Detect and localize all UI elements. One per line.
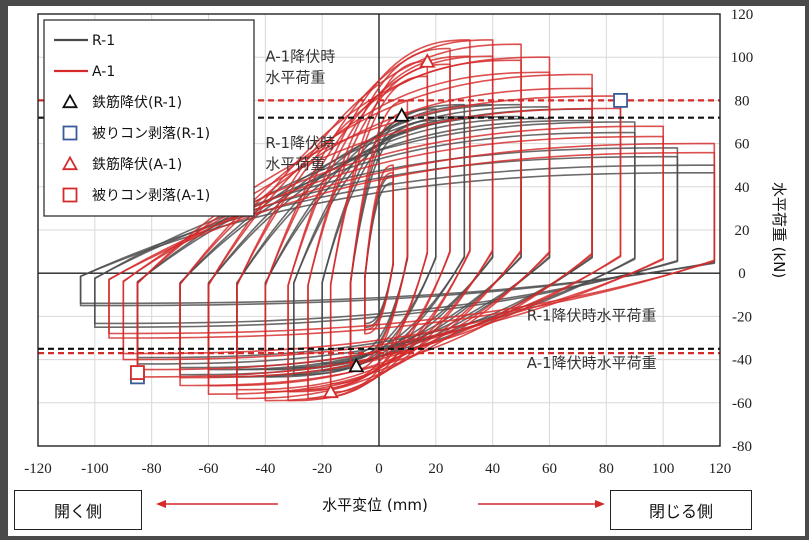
cover-spalling-marker <box>62 125 78 141</box>
rebar-yield-marker <box>61 155 79 171</box>
legend-box <box>43 19 255 217</box>
legend-label: 鉄筋降伏(R-1) <box>92 94 182 111</box>
ref-line-annotation: A-1降伏時 <box>265 48 335 66</box>
x-tick-label: 100 <box>652 461 675 477</box>
hysteresis-chart: A-1降伏時水平荷重R-1降伏時水平荷重R-1降伏時水平荷重A-1降伏時水平荷重… <box>24 7 788 514</box>
x-tick-label: -60 <box>199 461 219 477</box>
y-tick-label: 0 <box>738 266 746 282</box>
y-tick-label: 100 <box>731 50 754 66</box>
close-side-label: 閉じる側 <box>610 490 752 530</box>
y-tick-label: -40 <box>732 353 752 369</box>
hysteresis-loop <box>108 151 716 335</box>
figure-panel: A-1降伏時 水平荷重 R-1降伏時 水平荷重 R-1降伏時水平荷重 A-1降伏時水平荷重… <box>8 6 805 536</box>
legend-label: 被りコン剥落(R-1) <box>92 126 210 142</box>
ref-line-annotation: R-1降伏時 <box>265 134 335 152</box>
hysteresis-loop <box>136 107 622 371</box>
markers <box>130 53 628 399</box>
cover-spalling-marker <box>130 365 145 380</box>
legend-label: 被りコン剥落(A-1) <box>92 188 210 204</box>
x-tick-label: 20 <box>428 461 443 477</box>
x-tick-label: 80 <box>599 461 614 477</box>
plot-frame <box>37 13 721 447</box>
rebar-yield-marker <box>348 357 365 373</box>
x-tick-label: -40 <box>255 461 275 477</box>
hysteresis-loop <box>264 55 494 393</box>
x-tick-label: 60 <box>542 461 557 477</box>
open-side-label: 開く側 <box>14 490 142 530</box>
hysteresis-loop <box>287 55 471 393</box>
ref-line-annotation: 水平荷重 <box>265 69 325 87</box>
rebar-yield-marker <box>393 107 410 122</box>
hysteresis-loop <box>364 172 394 331</box>
y-tick-label: 80 <box>735 93 750 109</box>
x-tick-label: -80 <box>142 461 162 477</box>
y-tick-label: -20 <box>732 309 752 325</box>
x-tick-label: -20 <box>312 461 332 477</box>
legend-label: R-1 <box>92 33 115 49</box>
ref-line-annotation: 水平荷重 <box>265 155 325 173</box>
hysteresis-loop <box>179 87 593 379</box>
x-axis-label: 水平変位 (mm) <box>322 496 428 514</box>
y-tick-label: 60 <box>735 137 750 153</box>
x-tick-label: 40 <box>485 461 500 477</box>
hysteresis-loop <box>94 155 679 325</box>
y-tick-label: -60 <box>732 396 752 412</box>
y-tick-label: 120 <box>731 7 754 23</box>
ref-line-annotation: R-1降伏時水平荷重 <box>527 307 657 325</box>
legend: R-1 A-1 鉄筋降伏(R-1) 被りコン剥落(R-1) 鉄筋降伏(A-1) 被りコン剥… <box>43 19 255 217</box>
y-tick-label: 20 <box>735 223 750 239</box>
x-tick-label: -100 <box>81 461 109 477</box>
rebar-yield-marker <box>61 93 79 109</box>
legend-label: A-1 <box>92 64 115 80</box>
cover-spalling-marker <box>613 93 628 108</box>
cover-spalling-marker <box>62 187 78 203</box>
rebar-yield-marker <box>419 53 436 68</box>
x-tick-label: 120 <box>709 461 732 477</box>
x-tick-label: -120 <box>24 461 52 477</box>
hysteresis-loop <box>207 71 551 387</box>
rebar-yield-marker <box>322 383 339 399</box>
arrow-right-head <box>595 500 605 508</box>
series-a-1 <box>108 39 716 402</box>
legend-label: 鉄筋降伏(A-1) <box>92 156 182 173</box>
x-tick-label: 0 <box>375 461 383 477</box>
y-axis-label: 水平荷重 (kN) <box>770 182 788 278</box>
y-tick-label: -80 <box>732 439 752 455</box>
y-tick-label: 40 <box>735 180 750 196</box>
ref-line-annotation: A-1降伏時水平荷重 <box>527 354 657 372</box>
arrow-left-head <box>156 500 166 508</box>
